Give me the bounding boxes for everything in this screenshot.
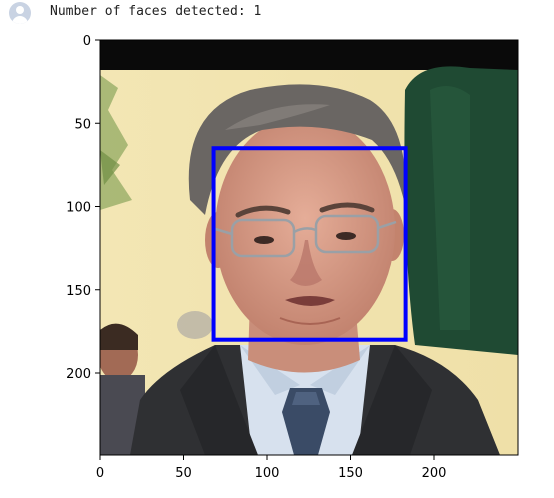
user-avatar-icon — [9, 2, 31, 24]
x-tick-label: 100 — [255, 466, 280, 481]
x-tick-label: 0 — [96, 466, 104, 481]
output-text: Number of faces detected: 1 — [50, 4, 262, 19]
y-tick-label: 100 — [66, 201, 91, 216]
y-tick-label: 50 — [74, 117, 91, 132]
x-tick-label: 50 — [175, 466, 192, 481]
y-tick-label: 200 — [66, 367, 91, 382]
x-axis: 0 50 100 150 200 — [96, 455, 447, 481]
photo-image — [100, 40, 518, 455]
y-tick-label: 150 — [66, 284, 91, 299]
x-tick-label: 150 — [338, 466, 363, 481]
y-tick-label: 0 — [83, 34, 91, 49]
x-tick-label: 200 — [422, 466, 447, 481]
y-axis: 0 50 100 150 200 — [66, 34, 100, 382]
axes-frame — [99, 39, 519, 456]
face-detection-box — [211, 146, 408, 342]
